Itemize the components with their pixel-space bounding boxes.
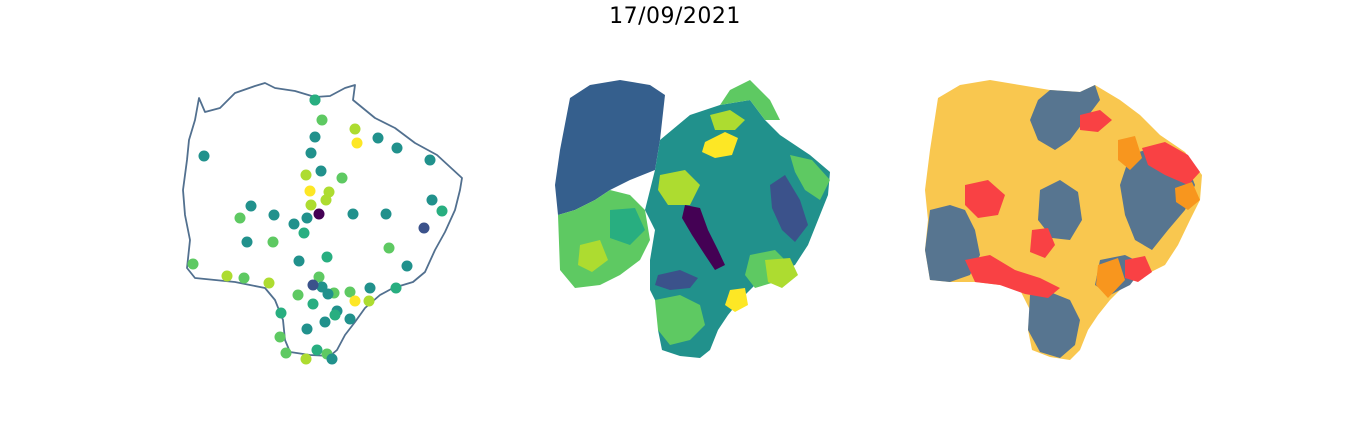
station-point <box>316 114 328 126</box>
region-northeast-slate <box>1030 85 1100 150</box>
station-point <box>198 150 210 162</box>
viridis-choropleth-map <box>555 80 830 358</box>
station-point <box>241 236 253 248</box>
station-point <box>322 288 334 300</box>
station-point <box>307 279 319 291</box>
region-west-green-a <box>610 208 645 245</box>
region-north-lime <box>710 110 745 130</box>
region-west-blue <box>555 80 665 215</box>
region-center-slate <box>1038 180 1082 240</box>
station-point <box>315 165 327 177</box>
station-point <box>380 208 392 220</box>
station-point <box>321 251 333 263</box>
station-point <box>268 209 280 221</box>
station-point <box>275 307 287 319</box>
region-northeast-red <box>1142 142 1200 185</box>
station-points-map <box>182 82 463 365</box>
station-point <box>329 309 341 321</box>
region-east-orange <box>1118 136 1142 170</box>
station-point <box>245 200 257 212</box>
station-point <box>221 270 233 282</box>
station-point <box>300 353 312 365</box>
station-point <box>309 131 321 143</box>
region-center-red-a <box>965 180 1005 218</box>
station-point <box>390 282 402 294</box>
region-south-yellow <box>725 288 748 312</box>
station-point <box>301 323 313 335</box>
station-point <box>436 205 448 217</box>
region-east-blue <box>770 175 808 242</box>
region-south-slate <box>1028 292 1080 358</box>
region-south-green <box>655 295 705 345</box>
station-point <box>267 236 279 248</box>
station-point <box>336 172 348 184</box>
region-east-green-a <box>790 155 830 200</box>
station-point <box>364 282 376 294</box>
station-point <box>311 344 323 356</box>
station-point <box>238 272 250 284</box>
station-point <box>313 271 325 283</box>
station-point <box>313 208 325 220</box>
region-north-red <box>1080 110 1112 132</box>
station-point <box>401 260 413 272</box>
station-point <box>326 353 338 365</box>
station-point <box>424 154 436 166</box>
category-choropleth-map <box>925 80 1202 360</box>
station-point <box>344 286 356 298</box>
region-center-dark <box>682 205 725 270</box>
station-point <box>280 347 292 359</box>
region-southeast-orange <box>1175 182 1200 210</box>
station-point <box>274 331 286 343</box>
station-point <box>300 169 312 181</box>
station-point <box>347 208 359 220</box>
station-point <box>383 242 395 254</box>
region-central-teal <box>645 100 830 358</box>
station-point <box>349 295 361 307</box>
station-point <box>301 212 313 224</box>
region-southeast-lime <box>765 258 798 288</box>
station-point <box>418 222 430 234</box>
station-point <box>319 316 331 328</box>
station-point <box>391 142 403 154</box>
station-point <box>351 137 363 149</box>
region-south-orange <box>1096 258 1125 298</box>
region-center-lime <box>658 170 700 205</box>
station-point <box>293 255 305 267</box>
station-point <box>187 258 199 270</box>
region-north-yellow <box>702 132 738 158</box>
figure-title: 17/09/2021 <box>609 4 741 29</box>
station-point <box>298 227 310 239</box>
station-point <box>307 298 319 310</box>
station-point <box>263 277 275 289</box>
region-center-red-b <box>1030 228 1055 258</box>
station-point <box>292 289 304 301</box>
station-point <box>305 147 317 159</box>
station-point <box>344 313 356 325</box>
station-point <box>426 194 438 206</box>
station-point <box>363 295 375 307</box>
region-south-purple <box>655 270 698 290</box>
station-point <box>309 94 321 106</box>
region-southeast-red <box>1125 256 1152 282</box>
station-point <box>304 185 316 197</box>
station-point <box>305 199 317 211</box>
station-point <box>320 194 332 206</box>
region-northeast-green <box>720 80 780 120</box>
station-point <box>234 212 246 224</box>
region-west-green-b <box>578 240 608 272</box>
station-point <box>349 123 361 135</box>
region-south-red <box>965 255 1060 298</box>
station-point <box>372 132 384 144</box>
station-point <box>288 218 300 230</box>
